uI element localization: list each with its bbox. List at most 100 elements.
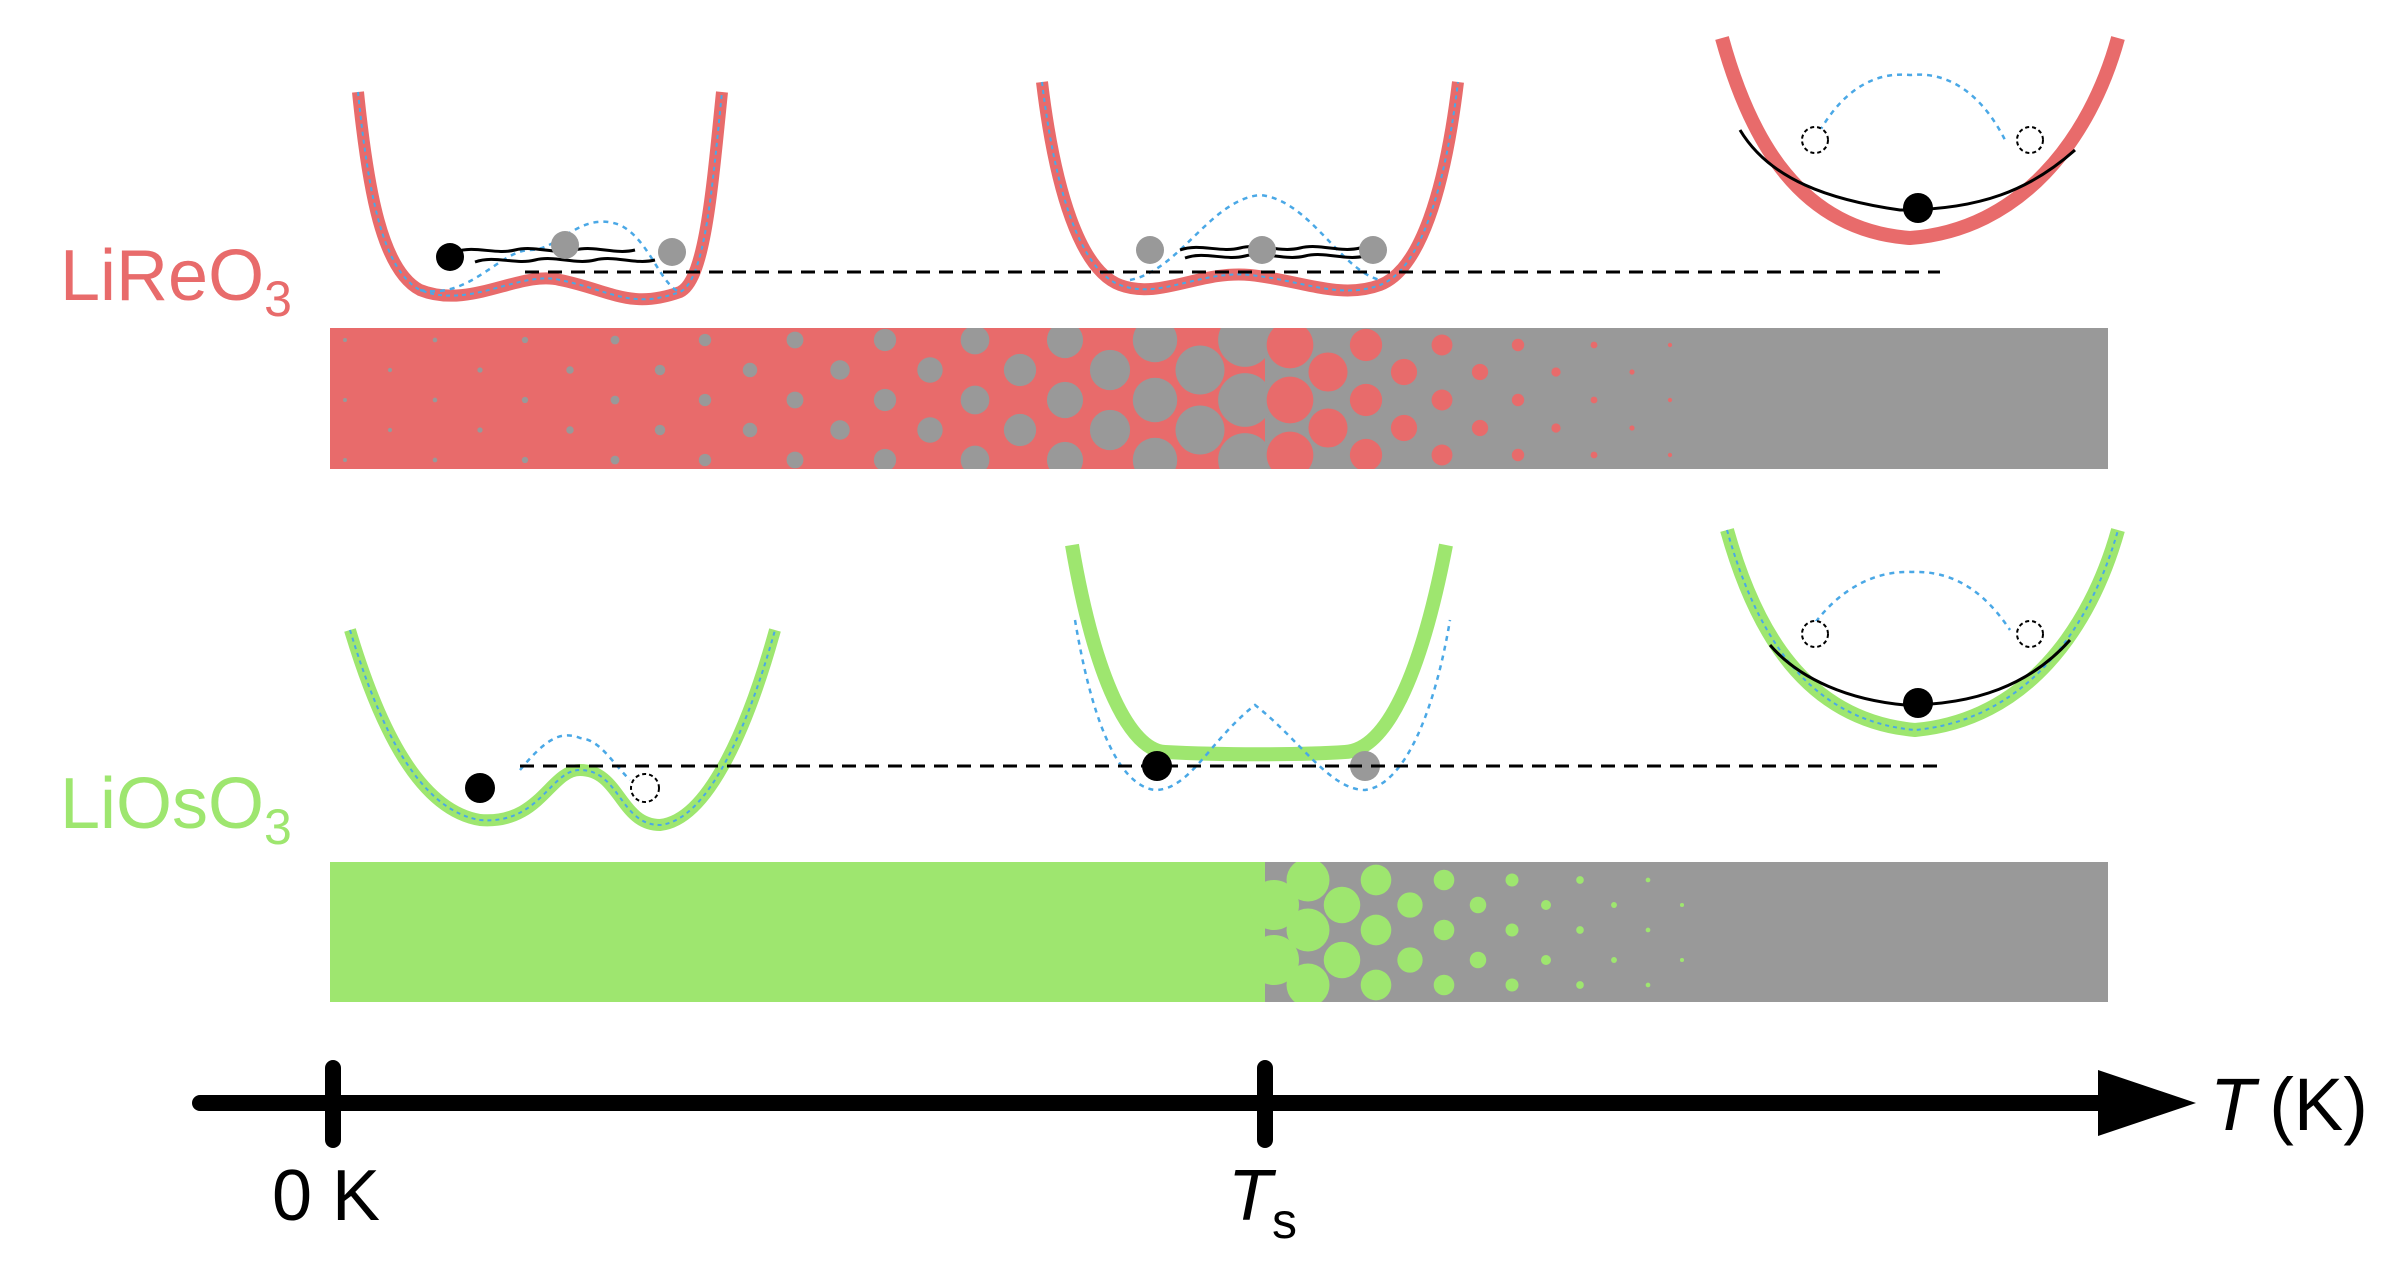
axis-arrowhead (2098, 1070, 2196, 1136)
phase-dot (1286, 963, 1330, 1002)
phase-dot (1679, 957, 1685, 963)
phase-dot (1551, 423, 1561, 433)
phase-dot (1471, 419, 1489, 437)
phase-dot (1248, 934, 1300, 986)
gray-ball (1136, 236, 1164, 264)
lireo3-phase-bar (330, 328, 2108, 469)
phase-dot (1433, 869, 1455, 891)
black-ball (465, 773, 495, 803)
black-ball (1903, 193, 1933, 223)
lireo3-potential-low-t (352, 91, 728, 306)
empty-site (2016, 620, 2044, 648)
phase-dot (917, 417, 943, 443)
phase-dot (1360, 969, 1392, 1001)
phase-dot (521, 456, 529, 464)
phase-dot (742, 422, 758, 438)
phase-dot (1248, 879, 1300, 931)
phase-dot (873, 388, 897, 412)
phase-dot (1471, 363, 1489, 381)
phase-dot (1089, 349, 1131, 391)
phase-dot (830, 360, 850, 380)
phase-dot (1540, 954, 1552, 966)
empty-site (630, 773, 660, 803)
phase-dot (1667, 397, 1673, 403)
phase-dot (1397, 892, 1423, 918)
gray-ball (1248, 236, 1276, 264)
phase-dot (387, 367, 393, 373)
axis-label-t: T (K) (2210, 1063, 2368, 1146)
black-ball (1142, 751, 1172, 781)
temperature-axis (192, 1060, 2196, 1148)
black-ball (1903, 688, 1933, 718)
phase-dot (566, 426, 574, 434)
gray-ball (1359, 236, 1387, 264)
phase-dot (1629, 369, 1635, 375)
phase-dot (521, 396, 529, 404)
phase-dot (521, 336, 529, 344)
phase-dot (960, 385, 990, 415)
phase-dot (1505, 873, 1519, 887)
lireo3-potential-high-t (1715, 36, 2125, 246)
phase-dot (1390, 358, 1418, 386)
phase-dot (387, 427, 393, 433)
phase-dot (1667, 342, 1673, 348)
phase-dot (1505, 923, 1519, 937)
gray-ball (658, 238, 686, 266)
phase-dot (1540, 899, 1552, 911)
lioso3-potential-high-t (1720, 528, 2125, 738)
empty-site (2016, 126, 2044, 154)
phase-dot (1349, 383, 1383, 417)
phase-dot (1089, 409, 1131, 451)
phase-dot (873, 448, 897, 469)
phase-dot (1667, 452, 1673, 458)
phase-dot (1645, 982, 1651, 988)
empty-site (1801, 620, 1829, 648)
lioso3-phase-bar (330, 862, 2108, 1002)
phase-dot (1323, 886, 1361, 924)
phase-dot (342, 457, 348, 463)
phase-dot (1511, 393, 1525, 407)
phase-dot (1286, 862, 1330, 902)
phase-dot (1266, 431, 1314, 469)
phase-dot (1286, 908, 1330, 952)
phase-dot (1645, 927, 1651, 933)
phase-dot (477, 427, 483, 433)
phase-dot (1576, 981, 1584, 989)
phase-dot (342, 397, 348, 403)
tick-label-zero: 0 K (272, 1156, 380, 1236)
phase-dot (1590, 451, 1598, 459)
phase-dot (786, 331, 804, 349)
phase-dot (786, 391, 804, 409)
phase-dot (1576, 876, 1584, 884)
phase-dot (1390, 414, 1418, 442)
phase-dot (1266, 376, 1314, 424)
lioso3-label: LiOsO3 (60, 764, 292, 855)
phase-dot (610, 395, 620, 405)
lioso3-potential-low-t (344, 628, 781, 832)
phase-dot (698, 333, 712, 347)
phase-dot (477, 367, 483, 373)
phase-dot (1266, 328, 1314, 369)
phase-dot (432, 397, 438, 403)
phase-dot (1323, 941, 1361, 979)
phase-dot (610, 335, 620, 345)
phase-dot (1046, 441, 1084, 469)
phase-dot (1360, 914, 1392, 946)
phase-dot (786, 451, 804, 469)
phase-dot (1645, 877, 1651, 883)
phase-dot (960, 328, 990, 355)
phase-dot (1132, 377, 1178, 423)
phase-dot (1236, 926, 1244, 934)
phase-dot (1433, 919, 1455, 941)
phase-dot (1175, 405, 1225, 455)
phase-dot (1590, 396, 1598, 404)
phase-dot (1360, 864, 1392, 896)
phase-dot (610, 455, 620, 465)
phase-dot (698, 393, 712, 407)
tick-label-ts: Ts (1228, 1156, 1297, 1249)
phase-dot (1349, 328, 1383, 362)
phase-dot (1046, 328, 1084, 359)
black-ball (436, 243, 464, 271)
phase-dot (1629, 425, 1635, 431)
phase-dot (1308, 408, 1348, 448)
